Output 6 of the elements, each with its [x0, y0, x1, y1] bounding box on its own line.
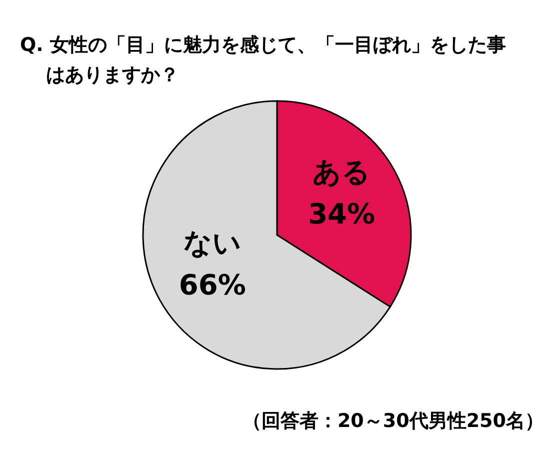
slice-label: ある — [312, 155, 371, 188]
chart-title: Q. 女性の「目」に魅力を感じて、「一目ぼれ」をした事はありますか？ — [20, 33, 507, 88]
data-label: 66% — [178, 268, 246, 302]
data-label: 34% — [308, 197, 376, 230]
slice-label: ない — [183, 226, 242, 260]
text: （回答者：20～30代男性250名） — [242, 409, 544, 434]
